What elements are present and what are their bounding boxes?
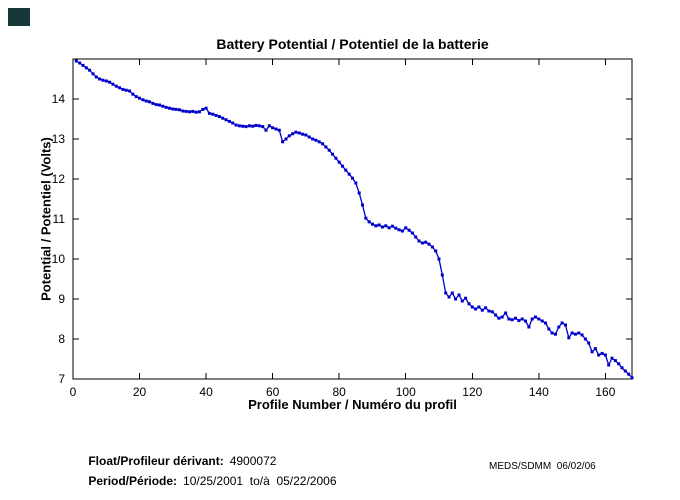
- svg-text:11: 11: [53, 212, 66, 226]
- svg-text:80: 80: [333, 385, 347, 399]
- svg-text:100: 100: [396, 385, 416, 399]
- svg-text:8: 8: [58, 332, 65, 346]
- svg-text:120: 120: [462, 385, 482, 399]
- y-axis-label: Potential / Potentiel (Volts): [38, 137, 54, 301]
- agency-date-stamp: MEDS/SDMM 06/02/06: [489, 461, 596, 472]
- svg-text:10: 10: [52, 252, 66, 266]
- svg-text:7: 7: [58, 372, 65, 386]
- svg-text:12: 12: [52, 172, 66, 186]
- svg-text:0: 0: [70, 385, 77, 399]
- period-line: Period/Période: 10/25/2001 to/à 05/22/200…: [75, 460, 337, 500]
- svg-text:13: 13: [52, 132, 66, 146]
- svg-text:40: 40: [199, 385, 213, 399]
- float-id-line: Float/Profileur dérivant: 4900072: [75, 440, 276, 482]
- period-value: 10/25/2001 to/à 05/22/2006: [183, 474, 337, 488]
- float-id-label: Float/Profileur dérivant:: [88, 454, 224, 468]
- float-id-value: 4900072: [229, 454, 277, 468]
- svg-text:160: 160: [595, 385, 615, 399]
- svg-text:20: 20: [133, 385, 147, 399]
- svg-text:140: 140: [529, 385, 549, 399]
- svg-text:14: 14: [52, 92, 66, 106]
- chart-title: Battery Potential / Potentiel de la batt…: [216, 36, 489, 52]
- svg-text:9: 9: [58, 292, 65, 306]
- period-label: Period/Période:: [88, 474, 178, 488]
- svg-text:60: 60: [266, 385, 280, 399]
- corner-mark: [8, 8, 30, 26]
- x-axis-label: Profile Number / Numéro du profil: [248, 397, 457, 412]
